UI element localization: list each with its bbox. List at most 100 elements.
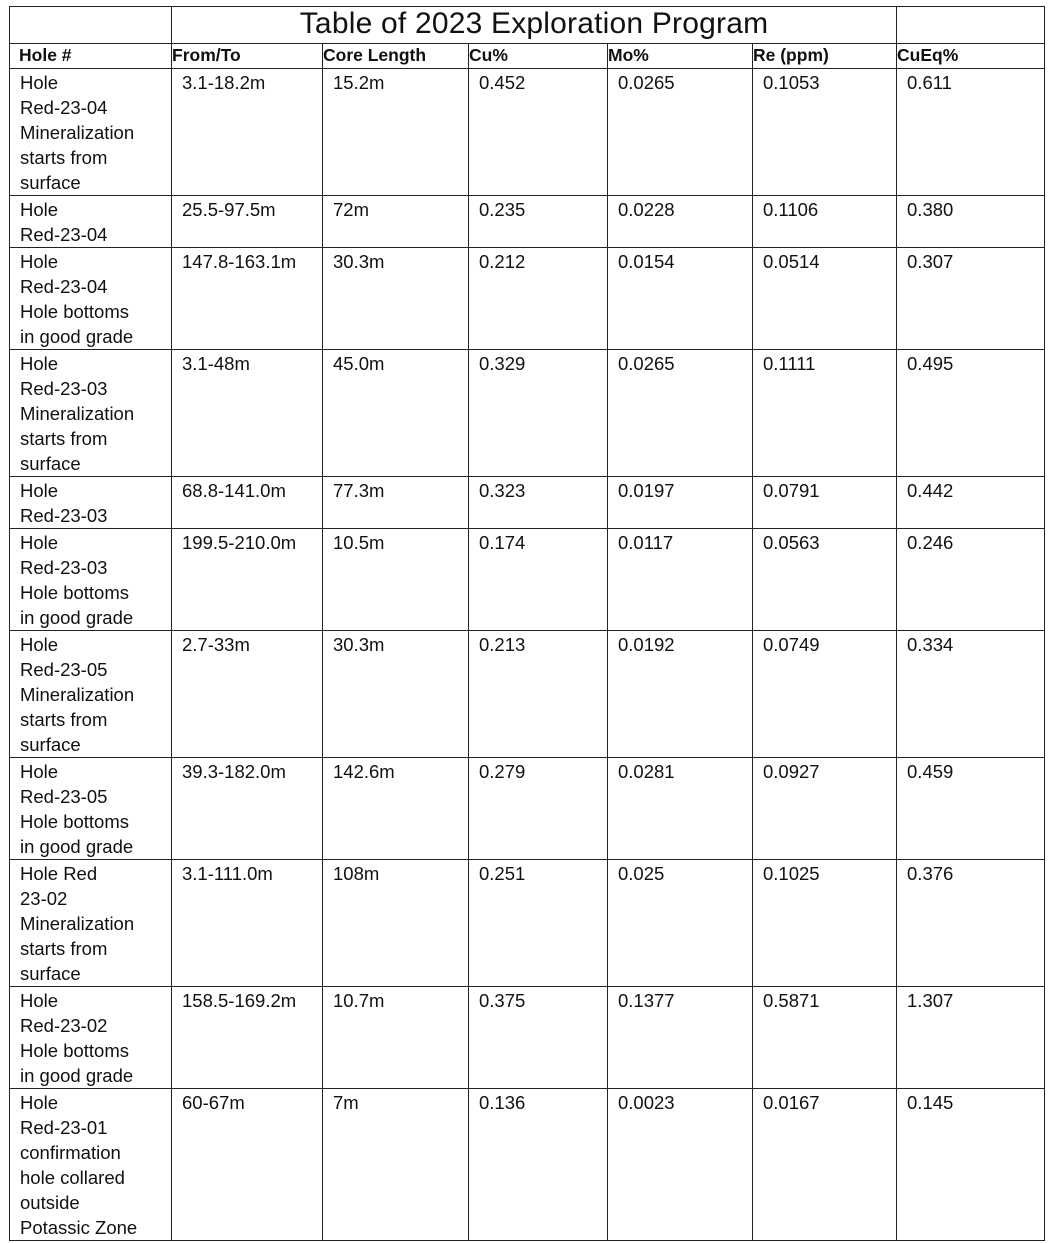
cell-cueq: 0.495 [896, 349, 1046, 477]
cell-mo: 0.0265 [607, 68, 753, 196]
cell-core-length: 72m [322, 195, 469, 248]
column-header-cueq: CuEq% [896, 43, 1046, 69]
cell-hole: Hole Red-23-04 [9, 195, 172, 248]
hole-text-line: Red-23-03 [20, 378, 108, 399]
cell-from-to: 2.7-33m [171, 630, 323, 758]
cell-hole: Hole Red-23-02 Hole bottoms in good grade [9, 986, 172, 1089]
cell-cu: 0.251 [468, 859, 608, 987]
cell-re: 0.0927 [751, 757, 898, 860]
hole-text-line: Red-23-02 [20, 1015, 108, 1036]
cell-cu: 0.452 [468, 68, 608, 196]
hole-text-line: in good grade [20, 836, 134, 857]
cell-re: 0.0167 [751, 1088, 898, 1241]
column-header-cu: Cu% [468, 43, 608, 69]
hole-text-line: starts from [20, 147, 108, 168]
cell-cu: 0.213 [468, 630, 608, 758]
cell-cu: 0.279 [468, 757, 608, 860]
cell-mo: 0.0197 [607, 476, 753, 529]
cell-from-to: 158.5-169.2m [171, 986, 323, 1089]
cell-cueq: 0.334 [896, 630, 1046, 758]
cell-re: 0.5871 [751, 986, 898, 1089]
cell-from-to: 3.1-18.2m [171, 68, 323, 196]
cell-mo: 0.0192 [607, 630, 753, 758]
cell-hole: Hole Red-23-04 Hole bottoms in good grade [9, 247, 172, 350]
table-row: Hole Red 23-02 Mineralization starts from su… [9, 859, 1046, 987]
hole-text-line: starts from [20, 938, 108, 959]
cell-hole: Hole Red-23-01 confirmation hole collared ou… [9, 1088, 172, 1241]
hole-text-line: Red-23-04 [20, 276, 108, 297]
cell-hole: Hole Red-23-03 Mineralization starts from su… [9, 349, 172, 477]
hole-text-line: Red-23-05 [20, 659, 108, 680]
cell-from-to: 3.1-111.0m [171, 859, 323, 987]
hole-text-line: Hole [20, 634, 59, 655]
table-row: Hole Red-23-03 Mineralization starts from su… [9, 349, 1046, 477]
cell-hole: Hole Red-23-03 [9, 476, 172, 529]
column-header-from-to: From/To [171, 43, 323, 69]
hole-text-line: Hole bottoms [20, 811, 129, 832]
cell-re: 0.1111 [751, 349, 898, 477]
hole-text-line: Hole [20, 480, 59, 501]
hole-text-line: Hole [20, 532, 59, 553]
cell-from-to: 199.5-210.0m [171, 528, 323, 631]
hole-text-line: Hole [20, 1092, 59, 1113]
cell-re: 0.1106 [751, 195, 898, 248]
hole-text-line: Red-23-05 [20, 786, 108, 807]
cell-core-length: 30.3m [322, 247, 469, 350]
cell-core-length: 10.5m [322, 528, 469, 631]
cell-core-length: 10.7m [322, 986, 469, 1089]
table-body: Hole Red-23-04 Mineralization starts from su… [9, 68, 1046, 1241]
hole-text-line: surface [20, 734, 81, 755]
hole-text-line: Hole [20, 72, 59, 93]
title-row: Table of 2023 Exploration Program [9, 6, 1046, 44]
hole-text-line: Hole [20, 990, 59, 1011]
hole-text-line: Red-23-01 [20, 1117, 108, 1138]
table-row: Hole Red-23-04 Mineralization starts from su… [9, 68, 1046, 196]
hole-text-line: Hole [20, 761, 59, 782]
cell-cueq: 1.307 [896, 986, 1046, 1089]
cell-cueq: 0.145 [896, 1088, 1046, 1241]
cell-cueq: 0.376 [896, 859, 1046, 987]
exploration-table: Table of 2023 Exploration Program Hole #… [9, 6, 1046, 1241]
header-row: Hole # From/To Core Length Cu% Mo% Re (p… [9, 43, 1046, 69]
hole-text-line: Red-23-04 [20, 97, 108, 118]
hole-text-line: Potassic Zone [20, 1217, 138, 1238]
cell-core-length: 30.3m [322, 630, 469, 758]
column-header-hole: Hole # [9, 43, 172, 69]
cell-mo: 0.0023 [607, 1088, 753, 1241]
hole-text-line: Red-23-03 [20, 557, 108, 578]
cell-mo: 0.0228 [607, 195, 753, 248]
cell-re: 0.1025 [751, 859, 898, 987]
table-row: Hole Red-23-04 Hole bottoms in good grade 14… [9, 247, 1046, 350]
hole-text-line: Hole bottoms [20, 301, 129, 322]
hole-text-line: starts from [20, 428, 108, 449]
cell-cueq: 0.307 [896, 247, 1046, 350]
hole-text-line: Red-23-04 [20, 224, 108, 245]
hole-text-line: in good grade [20, 1065, 134, 1086]
cell-cueq: 0.380 [896, 195, 1046, 248]
cell-mo: 0.0117 [607, 528, 753, 631]
hole-text-line: in good grade [20, 326, 134, 347]
hole-text-line: Mineralization [20, 913, 135, 934]
hole-text-line: Red-23-03 [20, 505, 108, 526]
hole-text-line: Mineralization [20, 403, 135, 424]
cell-cu: 0.235 [468, 195, 608, 248]
cell-core-length: 15.2m [322, 68, 469, 196]
cell-mo: 0.1377 [607, 986, 753, 1089]
hole-text-line: Hole bottoms [20, 582, 129, 603]
cell-cu: 0.174 [468, 528, 608, 631]
cell-cu: 0.375 [468, 986, 608, 1089]
hole-text-line: 23-02 [20, 888, 68, 909]
hole-text-line: Mineralization [20, 684, 135, 705]
hole-text-line: Mineralization [20, 122, 135, 143]
hole-text-line: in good grade [20, 607, 134, 628]
cell-core-length: 45.0m [322, 349, 469, 477]
hole-text-line: confirmation [20, 1142, 121, 1163]
cell-from-to: 147.8-163.1m [171, 247, 323, 350]
cell-mo: 0.0154 [607, 247, 753, 350]
table-row: Hole Red-23-05 Hole bottoms in good grade 39… [9, 757, 1046, 860]
hole-text-line: hole collared [20, 1167, 125, 1188]
cell-cueq: 0.611 [896, 68, 1046, 196]
cell-re: 0.0749 [751, 630, 898, 758]
hole-text-line: surface [20, 963, 81, 984]
cell-re: 0.0563 [751, 528, 898, 631]
